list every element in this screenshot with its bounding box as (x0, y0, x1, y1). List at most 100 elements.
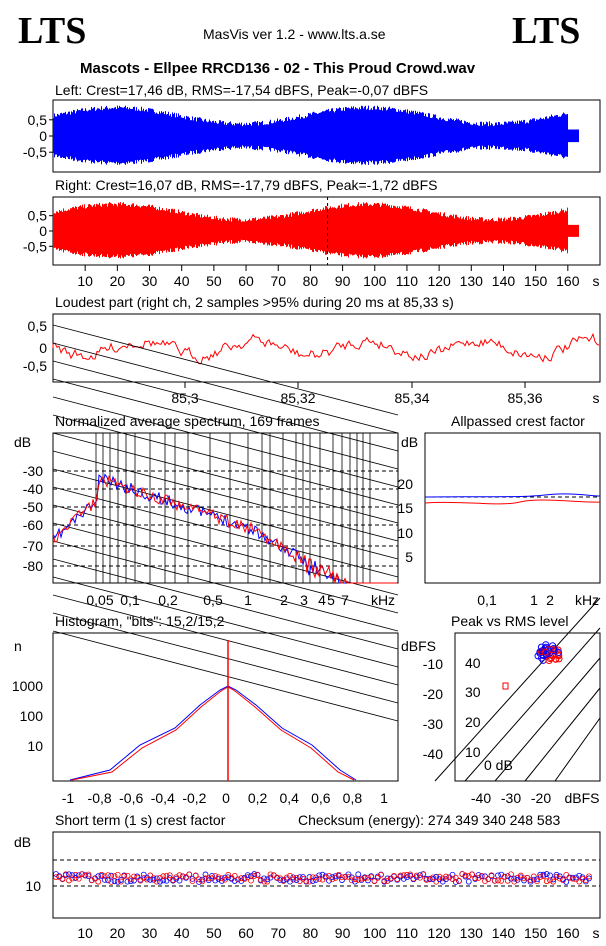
short-crest-right-point (339, 874, 345, 881)
short-crest-right-point (235, 876, 241, 883)
short-crest-right-point (543, 878, 550, 885)
time-tick: 80 (303, 273, 319, 289)
allpass-right-line (424, 499, 601, 505)
spectrum-slope-line (52, 522, 399, 614)
short-crest-right-point (407, 871, 414, 878)
short-crest-left-point (225, 874, 232, 881)
short-crest-right-point (449, 876, 456, 882)
peak-rms-xtick: -40 (471, 790, 491, 806)
short-crest-right-point (248, 877, 254, 884)
short-crest-left-point (530, 876, 537, 883)
spectrum-xtick: 5 (327, 592, 335, 608)
short-crest-left-point (75, 872, 82, 879)
short-crest-ylabel: dB (14, 834, 31, 850)
short-crest-right-point (322, 874, 329, 881)
peak-rms-point (542, 641, 550, 649)
short-crest-right-point (498, 877, 505, 884)
short-crest-left-point (205, 877, 212, 884)
short-crest-left-point (553, 871, 560, 878)
short-crest-right-point (482, 878, 488, 885)
allpass-ytick: 15 (397, 500, 413, 516)
short-crest-right-point (140, 875, 147, 881)
short-crest-right-point (218, 875, 225, 882)
short-crest-left-point (586, 875, 592, 882)
short-crest-right-point (352, 876, 358, 883)
spectrum-ylabel: dB (14, 434, 31, 450)
loudest-ytick: 0,5 (28, 318, 48, 334)
short-crest-left-point (452, 879, 459, 885)
short-crest-xtick: 60 (238, 925, 254, 941)
short-crest-xtick: 130 (460, 925, 484, 941)
short-crest-xtick: 90 (335, 925, 351, 941)
short-crest-right-point (62, 871, 69, 878)
short-crest-right-point (472, 875, 479, 881)
spectrum-slope-line (52, 630, 399, 722)
short-crest-right-point (560, 877, 566, 884)
short-crest-right-point (391, 873, 397, 879)
allpass-left-line (424, 493, 601, 498)
short-crest-right-point (495, 877, 501, 884)
short-crest-left-point (251, 871, 258, 877)
short-crest-right-point (540, 873, 547, 879)
histogram-xtick: -0,2 (182, 790, 206, 806)
right-channel-ytick: 0,5 (28, 208, 48, 224)
short-crest-right-point (521, 875, 527, 882)
allpass-title: Allpassed crest factor (451, 413, 585, 429)
short-crest-right-point (433, 878, 440, 885)
short-crest-right-point (456, 877, 462, 884)
short-crest-left-point (332, 873, 339, 880)
peak-rms-diagonal (494, 657, 601, 782)
short-crest-left-point (300, 874, 306, 880)
short-crest-right-point (365, 874, 371, 881)
short-crest-right-point (423, 877, 430, 883)
left-channel-waveform (53, 105, 579, 165)
short-crest-xtick: 10 (77, 925, 93, 941)
short-crest-right-point (153, 878, 160, 885)
short-crest-right-point (189, 878, 196, 885)
short-crest-right-point (241, 876, 248, 883)
loudest-ytick: 0 (39, 340, 47, 356)
peak-rms-ytick: -10 (423, 656, 443, 672)
histogram-ytick: 100 (20, 708, 44, 724)
short-crest-left-point (384, 875, 391, 882)
short-crest-right-point (85, 871, 92, 878)
short-crest-right-point (303, 878, 310, 885)
time-tick: 150 (524, 273, 548, 289)
spectrum-xtick: 0,5 (203, 592, 223, 608)
spectrum-slope-line (52, 450, 399, 542)
checksum-label: Checksum (energy): 274 349 340 248 583 (298, 812, 561, 828)
spectrum-ytick: -30 (23, 463, 43, 479)
short-crest-left-point (293, 877, 300, 883)
spectrum-slope-line (52, 612, 399, 704)
short-crest-xtick: 150 (524, 925, 548, 941)
peak-rms-frame (454, 632, 601, 782)
histogram-xtick: 0,8 (343, 790, 363, 806)
spectrum-xtick: 2 (280, 592, 288, 608)
histogram-xtick: -0,4 (151, 790, 175, 806)
short-crest-left-point (400, 875, 407, 882)
short-crest-left-point (157, 878, 163, 885)
spectrum-ytick: -80 (23, 558, 43, 574)
short-crest-left-point (573, 874, 579, 881)
time-tick: 140 (492, 273, 516, 289)
allpass-xtick: 2 (546, 592, 554, 608)
spectrum-left-line (52, 473, 397, 584)
histogram-left-line (69, 685, 357, 781)
short-crest-left-point (189, 875, 196, 882)
short-crest-right-point (469, 871, 475, 878)
logo-right: LTS (512, 10, 581, 52)
short-crest-left-point (131, 877, 137, 884)
short-crest-right-point (199, 878, 206, 885)
short-crest-right-point (179, 873, 186, 880)
spectrum-slope-line (52, 342, 399, 434)
allpass-frame (424, 432, 601, 584)
short-crest-right-point (348, 877, 355, 884)
short-crest-left-point (511, 875, 518, 882)
allpass-ytick: 10 (397, 525, 413, 541)
spectrum-xtick: 0,1 (120, 592, 140, 608)
short-crest-right-point (550, 878, 557, 885)
short-crest-right-point (459, 871, 466, 877)
spectrum-slope-line (52, 360, 399, 452)
short-crest-left-point (543, 871, 550, 877)
short-crest-right-point (436, 873, 443, 880)
